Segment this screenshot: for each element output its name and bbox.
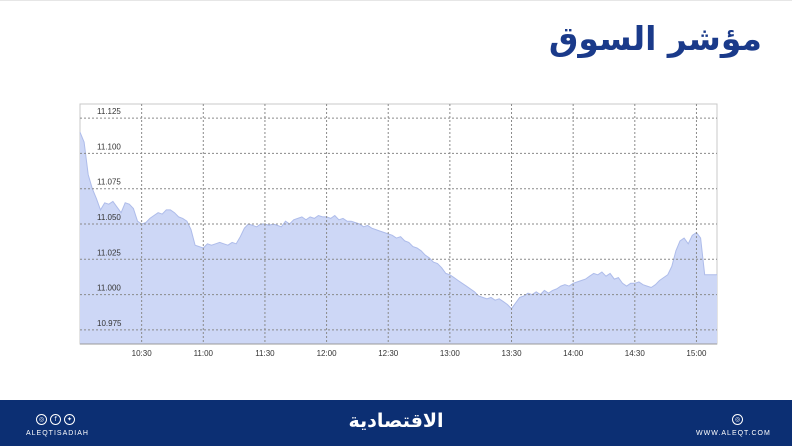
x-tick-label: 13:00	[440, 349, 461, 358]
x-tick-label: 14:00	[563, 349, 584, 358]
x-tick-label: 14:30	[625, 349, 646, 358]
social-icons: ◎ f ✦	[36, 414, 75, 425]
y-tick-label: 11.000	[97, 284, 121, 293]
chart-title: مؤشر السوق	[548, 19, 762, 58]
y-tick-label: 11.050	[97, 213, 121, 222]
twitter-icon[interactable]: ✦	[64, 414, 75, 425]
footer-bar: ◎ f ✦ ALEQTISADIAH الاقتصادية ◎ WWW.ALEQ…	[0, 400, 792, 446]
series-line	[79, 132, 717, 310]
x-tick-label: 10:30	[132, 349, 153, 358]
x-tick-label: 12:30	[378, 349, 399, 358]
website-link[interactable]: WWW.ALEQT.COM	[696, 430, 771, 437]
globe-icon[interactable]: ◎	[732, 414, 743, 425]
x-tick-label: 11:30	[255, 349, 275, 358]
y-tick-label: 11.100	[97, 142, 121, 151]
x-tick-label: 13:30	[502, 349, 523, 358]
y-tick-label: 11.075	[97, 178, 121, 187]
social-handle: ALEQTISADIAH	[26, 430, 89, 437]
x-tick-label: 12:00	[317, 349, 338, 358]
y-tick-label: 11.125	[97, 107, 121, 116]
instagram-icon[interactable]: ◎	[36, 414, 47, 425]
index-chart: 11.125 11.100 11.075 11.050 11.025 11.000 10.9…	[79, 103, 718, 358]
x-tick-label: 15:00	[686, 349, 707, 358]
facebook-icon[interactable]: f	[50, 414, 61, 425]
y-tick-label: 11.025	[97, 248, 121, 257]
y-tick-label: 10.975	[97, 319, 122, 328]
chart-card: مؤشر السوق 11.125 11.100 11.075 11.050 11.02…	[0, 0, 792, 358]
x-tick-label: 11:00	[194, 349, 214, 358]
series-area	[80, 132, 717, 344]
brand-logo: الاقتصادية	[348, 410, 444, 432]
